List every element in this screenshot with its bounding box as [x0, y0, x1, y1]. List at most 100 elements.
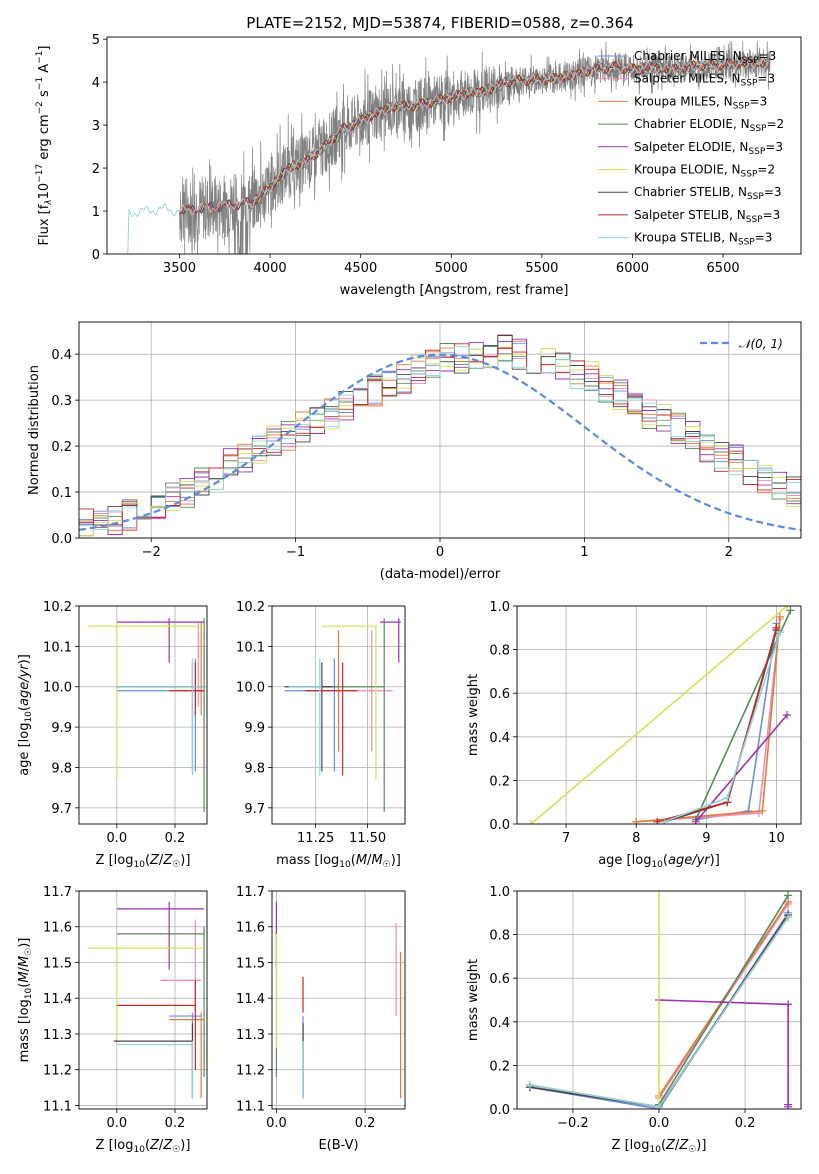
mass-weight-line [656, 627, 778, 823]
legend-entry: Chabrier ELODIE, NSSP=2 [634, 117, 784, 134]
legend-entry: Kroupa ELODIE, NSSP=2 [634, 163, 775, 180]
legend-entry: Salpeter ELODIE, NSSP=3 [634, 140, 783, 157]
x-tick-label: 6500 [707, 261, 740, 276]
x-axis-label: wavelength [Angstrom, rest frame] [340, 283, 569, 298]
panel-mass_vs_ebv: 0.0 0.2 11.1 11.2 11.3 11.4 11.5 11.6 11.7 E(B-V) [236, 885, 406, 1153]
mass-weight-marker [723, 793, 732, 802]
legend-entry: Salpeter MILES, NSSP=3 [634, 72, 775, 89]
mass-weight-line [658, 999, 789, 1107]
y-tick-label: 9.8 [244, 761, 265, 776]
x-tick-label: 4500 [344, 261, 377, 276]
mass-weight-marker [784, 913, 793, 922]
y-tick-label: 11.1 [236, 1099, 265, 1114]
y-tick-label: 1.0 [489, 885, 510, 900]
x-tick-label: 1 [580, 545, 588, 560]
y-tick-label: 0.2 [489, 774, 510, 789]
residual-histogram [79, 340, 801, 532]
x-tick-label: 8 [632, 831, 640, 846]
x-tick-label: 5500 [525, 261, 558, 276]
y-axis-label: mass weight [466, 674, 481, 756]
y-tick-label: 11.2 [236, 1064, 265, 1079]
y-tick-label: 0.1 [51, 486, 72, 501]
panel-age_vs_mass: 11.25 11.50 9.7 9.8 9.9 10.0 10.1 10.2 mass [log… [236, 600, 406, 870]
x-tick-label: 4000 [254, 261, 287, 276]
x-tick-label: 7 [562, 831, 570, 846]
y-tick-label: 9.8 [51, 761, 72, 776]
y-tick-label: 0.3 [51, 394, 72, 409]
x-axis-label: (data-model)/error [380, 567, 501, 582]
y-tick-label: 0.6 [489, 972, 510, 987]
x-tick-label: −2 [142, 545, 161, 560]
y-axis-label: Flux [fλ10−17 erg cm−2 s−1 A−1] [35, 46, 54, 246]
x-tick-label: 0.0 [649, 1116, 670, 1131]
mass-weight-marker [525, 1081, 534, 1090]
mass-weight-marker [632, 817, 641, 824]
panel-mass_weight_vs_Z: −0.2 0.0 0.2 0.0 0.2 0.4 0.6 0.8 1.0 mass weight Z… [466, 885, 802, 1155]
mass-weight-marker [782, 606, 791, 610]
residual-histogram [79, 343, 801, 528]
x-tick-label: 5000 [435, 261, 468, 276]
mass-weight-marker [772, 623, 781, 632]
x-axis-label: age [log10(age/yr)] [598, 853, 720, 870]
y-tick-label: 0.8 [489, 929, 510, 944]
y-tick-label: 11.6 [236, 921, 265, 936]
x-tick-label: 6000 [616, 261, 649, 276]
x-tick-label: 0 [436, 545, 444, 560]
x-tick-label: 11.25 [297, 831, 334, 846]
panel-mass_weight_vs_age: 7 8 9 10 0.0 0.2 0.4 0.6 0.8 1.0 mass weight age [l… [466, 600, 802, 870]
mass-weight-marker [784, 891, 793, 900]
axes-frame [106, 36, 802, 255]
y-tick-label: 10.0 [236, 681, 265, 696]
y-tick-label: 0.6 [489, 687, 510, 702]
y-tick-label: 9.7 [244, 802, 265, 817]
x-tick-label: 0.2 [355, 1116, 376, 1131]
residual-histogram [79, 348, 801, 537]
y-tick-label: 11.3 [236, 1028, 265, 1043]
residual-histogram [79, 335, 801, 526]
x-tick-label: 0.2 [735, 1116, 756, 1131]
mass-weight-marker [775, 612, 784, 621]
legend-entry: Chabrier STELIB, NSSP=3 [634, 185, 782, 202]
y-axis-label: Normed distribution [27, 365, 42, 495]
mass-weight-marker [758, 806, 767, 815]
y-tick-label: 5 [92, 33, 100, 48]
y-tick-label: 0.4 [489, 731, 510, 746]
y-tick-label: 11.1 [43, 1099, 72, 1114]
y-tick-label: 10.1 [43, 640, 72, 655]
mass-weight-marker [691, 817, 700, 824]
y-tick-label: 1 [92, 205, 100, 220]
y-tick-label: 11.2 [43, 1064, 72, 1079]
x-tick-label: 2 [725, 545, 733, 560]
y-tick-label: 0.2 [51, 440, 72, 455]
axes-frame [271, 605, 406, 825]
x-axis-label: Z [log10(Z/Z☉)] [96, 1138, 191, 1155]
axes-frame [78, 321, 802, 539]
x-tick-label: 0.2 [165, 1116, 186, 1131]
x-tick-label: 0.0 [106, 831, 127, 846]
x-axis-label: Z [log10(Z/Z☉)] [96, 853, 191, 870]
y-tick-label: 0.0 [489, 818, 510, 833]
axes-frame [78, 605, 208, 825]
y-tick-label: 2 [92, 162, 100, 177]
mass-weight-line [658, 894, 789, 1106]
y-tick-label: 1.0 [489, 600, 510, 615]
y-tick-label: 3 [92, 119, 100, 134]
legend-entry: Salpeter STELIB, NSSP=3 [634, 208, 780, 225]
mass-weight-marker [784, 1000, 793, 1009]
y-tick-label: 10.0 [43, 681, 72, 696]
residual-histogram [79, 343, 801, 537]
y-tick-label: 0.4 [51, 348, 72, 363]
x-tick-label: 9 [702, 831, 710, 846]
mass-weight-marker [782, 711, 791, 719]
x-tick-label: −1 [286, 545, 305, 560]
y-tick-label: 0.0 [51, 532, 72, 547]
mass-weight-marker [786, 606, 795, 615]
mass-weight-line [695, 610, 792, 820]
y-tick-label: 9.7 [51, 802, 72, 817]
axes-frame [271, 890, 406, 1110]
x-tick-label: 0.0 [106, 1116, 127, 1131]
legend-entry: Kroupa STELIB, NSSP=3 [634, 231, 772, 248]
x-tick-label: 10 [768, 831, 785, 846]
